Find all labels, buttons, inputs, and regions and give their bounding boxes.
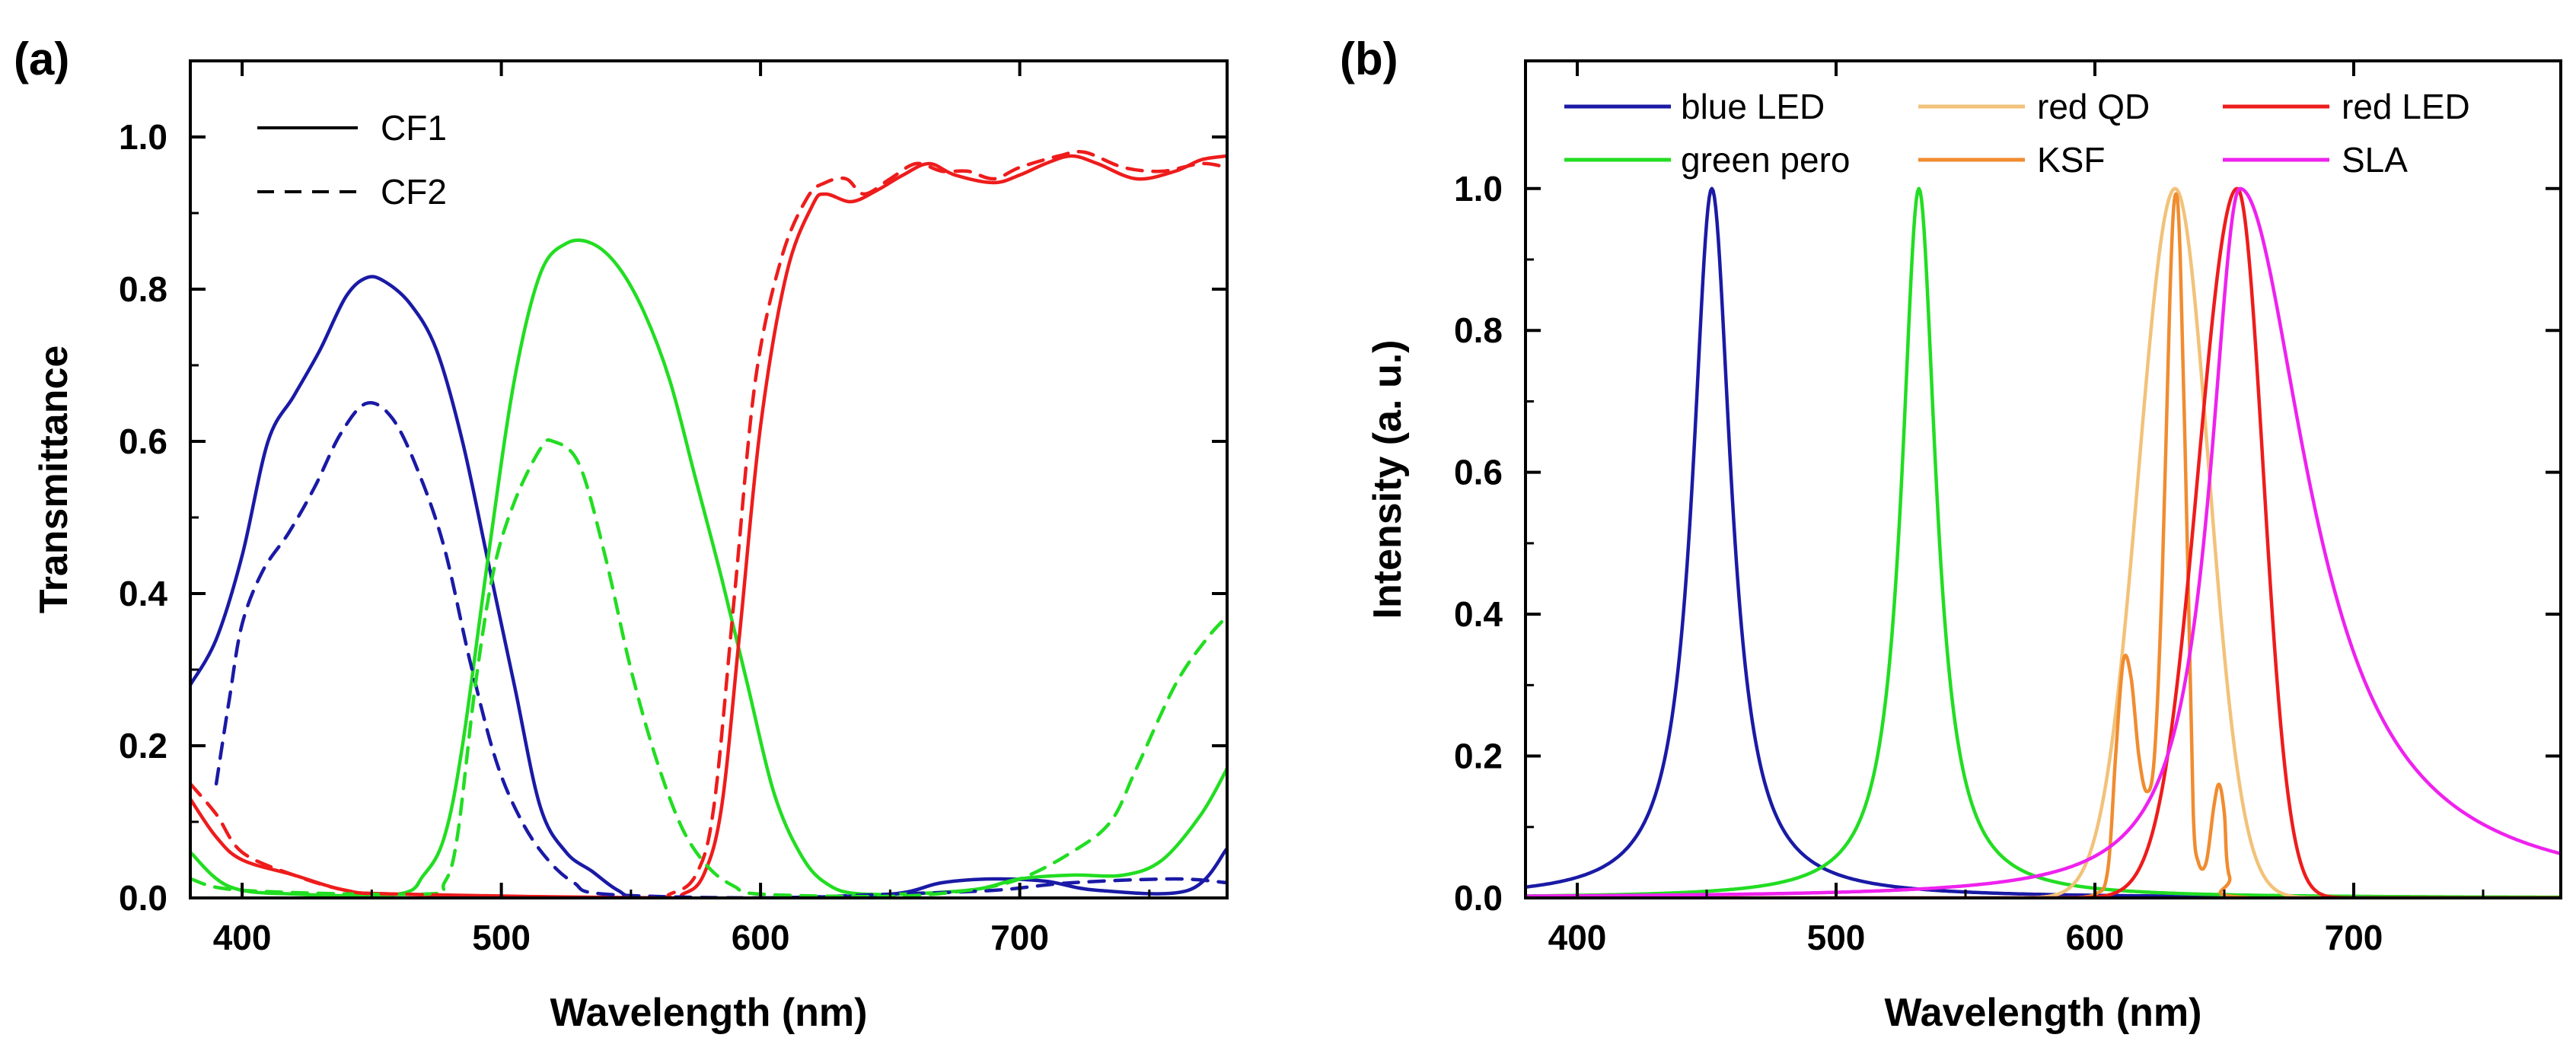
panel-b-legend: blue LED green pero red QD KSF red LED S… [1564,87,2470,180]
panel-a-y-axis-title: Transmittance [32,345,76,614]
series-red-qd [1526,189,2561,898]
panel-a-curves [190,151,1227,899]
panel-a-y-tick-label-4: 0.8 [119,269,167,309]
panel-b-x-tick-label-600: 600 [2066,918,2125,957]
panel-a-y-tick-label-0: 0.0 [119,878,167,918]
panel-b-x-ticks: 400 500 600 700 [1548,61,2483,957]
panel-b-y-tick-label-1: 0.2 [1454,737,1503,776]
legend-red-led-label: red LED [2342,87,2470,126]
legend-ksf-label: KSF [2037,140,2105,180]
panel-a-y-tick-label-2: 0.4 [119,574,167,613]
series-cf2-blue [216,403,1227,898]
panel-a-y-tick-label-3: 0.6 [119,422,167,461]
panel-b-y-axis-title: Intensity (a. u.) [1366,340,1410,619]
series-red-led [1526,189,2561,898]
series-cf1-blue [190,277,1227,899]
panel-b: (b) 400 500 600 700 0.0 0.2 0.4 0.6 0.8 1.0 Wave… [1340,33,2561,1035]
legend-green-pero-label: green pero [1681,140,1851,180]
panel-b-y-ticks: 0.0 0.2 0.4 0.6 0.8 1.0 [1454,169,2561,918]
legend-red-qd-label: red QD [2037,87,2150,126]
series-green-pero [1526,189,2561,897]
series-cf1-green [190,240,1227,896]
legend-cf2-label: CF2 [381,172,447,212]
panel-a-label: (a) [14,33,69,84]
panel-a-y-tick-label-5: 1.0 [119,117,167,157]
panel-b-y-tick-label-4: 0.8 [1454,310,1503,350]
series-cf2-green [190,440,1227,896]
panel-b-plot-frame [1526,61,2561,898]
panel-b-x-tick-label-400: 400 [1548,918,1607,957]
panel-a-y-tick-label-1: 0.2 [119,726,167,766]
panel-a-x-tick-label-700: 700 [990,918,1049,957]
panel-a: (a) 400 500 600 700 0.0 0.2 0.4 0.6 0.8 1.0 Wave… [14,33,1227,1035]
panel-a-x-tick-label-500: 500 [472,918,531,957]
legend-blue-led-label: blue LED [1681,87,1825,126]
panel-b-x-tick-label-500: 500 [1807,918,1866,957]
figure: (a) 400 500 600 700 0.0 0.2 0.4 0.6 0.8 1.0 Wave… [0,0,2576,1041]
panel-b-y-tick-label-2: 0.4 [1454,594,1503,634]
legend-sla-label: SLA [2342,140,2408,180]
panel-a-legend: CF1 CF2 [257,108,447,212]
legend-cf1-label: CF1 [381,108,447,148]
panel-b-x-tick-label-700: 700 [2325,918,2383,957]
panel-a-plot-frame [190,61,1227,898]
panel-b-x-axis-title: Wavelength (nm) [1885,991,2202,1035]
panel-a-x-tick-label-400: 400 [213,918,272,957]
panel-b-y-tick-label-0: 0.0 [1454,878,1503,918]
panel-b-curves [1526,189,2561,899]
panel-a-x-axis-title: Wavelength (nm) [550,991,868,1035]
panel-b-label: (b) [1340,33,1398,84]
panel-a-x-tick-label-600: 600 [732,918,790,957]
panel-b-y-tick-label-3: 0.6 [1454,453,1503,492]
series-sla [1526,189,2561,896]
panel-b-y-tick-label-5: 1.0 [1454,169,1503,209]
panel-a-y-ticks: 0.0 0.2 0.4 0.6 0.8 1.0 [119,117,1227,918]
series-blue-led [1526,189,2561,898]
